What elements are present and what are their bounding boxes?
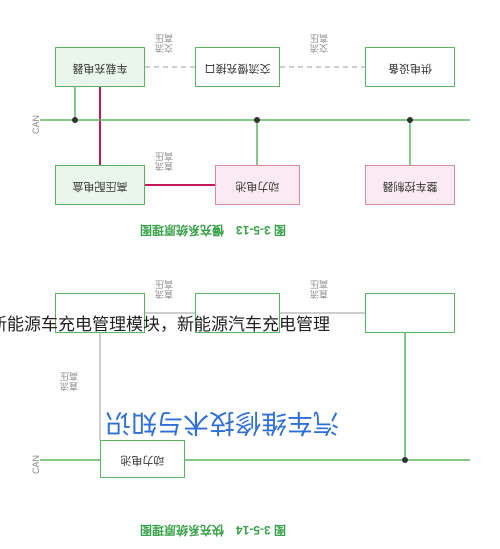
d2-node-m3	[365, 293, 455, 333]
d1-node-n2: 交流慢充接口	[195, 47, 280, 87]
d2-label-f2: 直流高压	[310, 278, 328, 298]
d1-node-n1: 车载充电器	[55, 47, 145, 87]
caption-1: 图 3-5-13 慢充系统原理图	[140, 222, 286, 239]
junction-dot	[254, 117, 260, 123]
d2-label-f3: 直流高压	[60, 370, 78, 390]
d1-node-n4: 高压配电盒	[55, 165, 145, 205]
d1-label-e4: CAN	[32, 115, 42, 134]
d1-node-n5: 动力电池	[215, 165, 300, 205]
d2-node-m4: 动力电池	[100, 440, 185, 478]
diagram-canvas: 车载充电器交流慢充接口供电设备高压配电盒动力电池整车控制器动力电池 交流高压交流…	[0, 0, 500, 549]
watermark-overlay-1: 新能源车充电管理模块，新能源汽车充电管理	[0, 310, 330, 335]
d1-label-e1: 交流高压	[155, 32, 173, 52]
junction-dot	[72, 117, 78, 123]
d1-label-e2: 交流高压	[310, 32, 328, 52]
junction-dot	[407, 117, 413, 123]
caption-2: 图 3-5-14 快充系统原理图	[140, 522, 286, 539]
d1-node-n3: 供电设备	[365, 47, 455, 87]
d1-node-n6: 整车控制器	[365, 165, 455, 205]
d2-label-f1: 直流高压	[155, 278, 173, 298]
d2-label-f4: CAN	[32, 455, 42, 474]
d1-label-e3: 直流高压	[155, 150, 173, 170]
junction-dot	[402, 457, 408, 463]
watermark-overlay-2: 汽车维修技术与知识	[105, 406, 339, 443]
